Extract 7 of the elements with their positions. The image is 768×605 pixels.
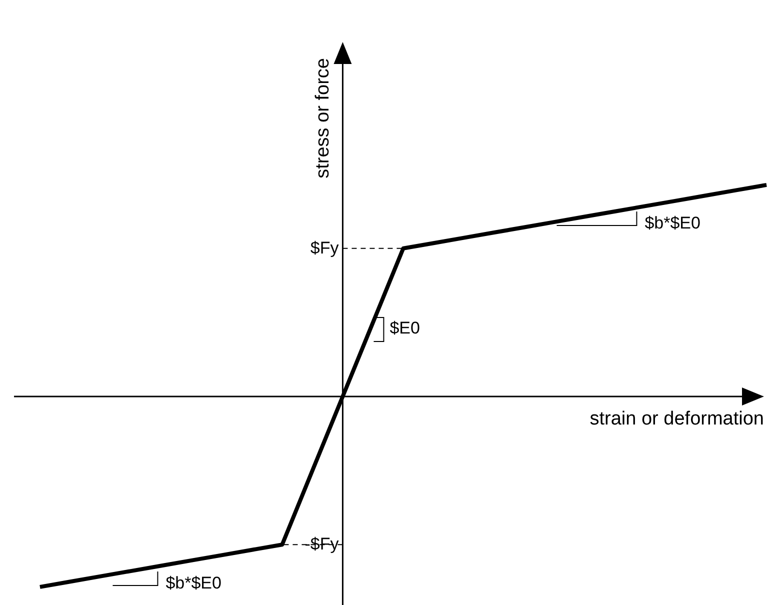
annotation: $b*$E0 xyxy=(644,213,700,232)
ref-line-label: -$Fy xyxy=(304,534,340,554)
ref-line-label: $Fy xyxy=(310,238,340,258)
annotation: $b*$E0 xyxy=(166,573,222,592)
y-axis-title: stress or force xyxy=(312,58,334,178)
annotation: $E0 xyxy=(390,318,420,338)
x-axis-title: strain or deformation xyxy=(590,408,764,430)
